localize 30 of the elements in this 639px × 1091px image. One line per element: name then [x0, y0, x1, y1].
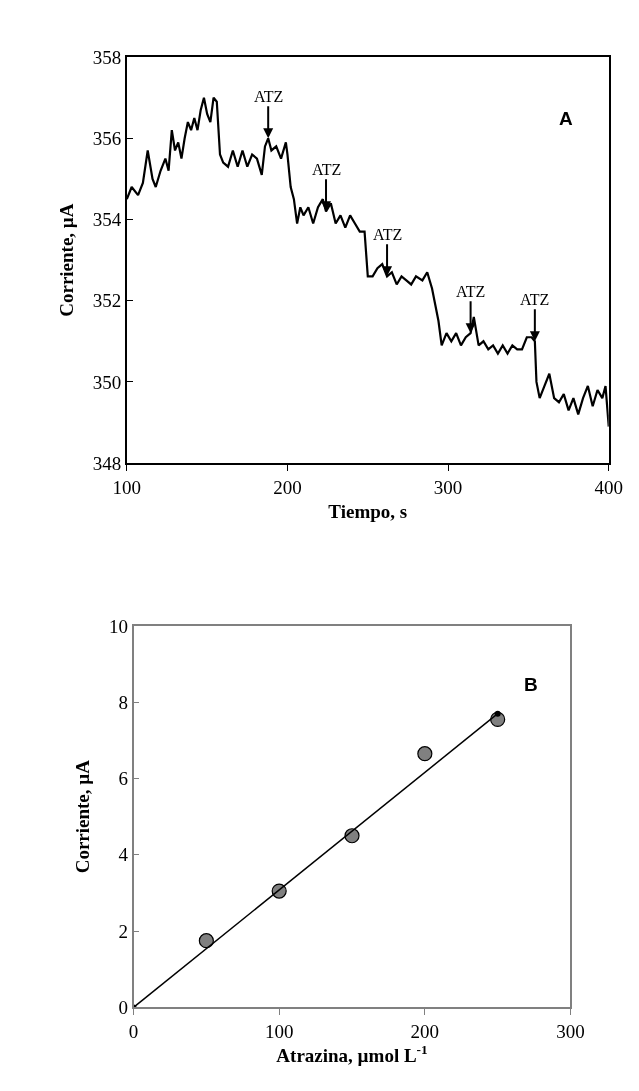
- annotation: ATZ: [312, 161, 342, 178]
- y-tick-label: 0: [118, 997, 128, 1019]
- y-tick-label: 2: [118, 920, 128, 942]
- y-tick-label: 10: [108, 615, 128, 637]
- annotation: ATZ: [373, 226, 403, 243]
- y-tick-label: 4: [118, 844, 129, 866]
- y-axis-title: Corriente, µA: [72, 759, 94, 874]
- x-tick-label: 300: [433, 476, 463, 498]
- y-tick-label: 358: [92, 46, 122, 68]
- y-tick-label: 8: [118, 691, 128, 713]
- y-tick-label: 354: [92, 209, 122, 231]
- x-tick-label: 200: [410, 1020, 440, 1042]
- annotation: ATZ: [254, 88, 284, 105]
- annotation: B: [524, 674, 538, 695]
- y-tick-label: 356: [92, 127, 122, 149]
- x-tick-label: 100: [112, 476, 142, 498]
- x-tick-label: 100: [264, 1020, 294, 1042]
- annotation: A: [559, 108, 573, 129]
- annotation: ATZ: [520, 291, 550, 308]
- y-tick-label: 352: [92, 290, 122, 312]
- x-axis-title: Atrazina, µmol L$^{-1}$: [276, 1042, 428, 1067]
- y-axis-title: Corriente, µA: [56, 203, 78, 317]
- x-tick-label: 400: [594, 476, 623, 498]
- annotation: ATZ: [456, 283, 486, 300]
- x-tick-label: 200: [273, 476, 302, 498]
- x-axis-title: Tiempo, s: [328, 500, 408, 522]
- y-tick-label: 350: [92, 371, 122, 393]
- x-tick-label: 300: [556, 1020, 585, 1042]
- y-tick-label: 348: [92, 452, 122, 474]
- y-tick-label: 6: [118, 768, 128, 790]
